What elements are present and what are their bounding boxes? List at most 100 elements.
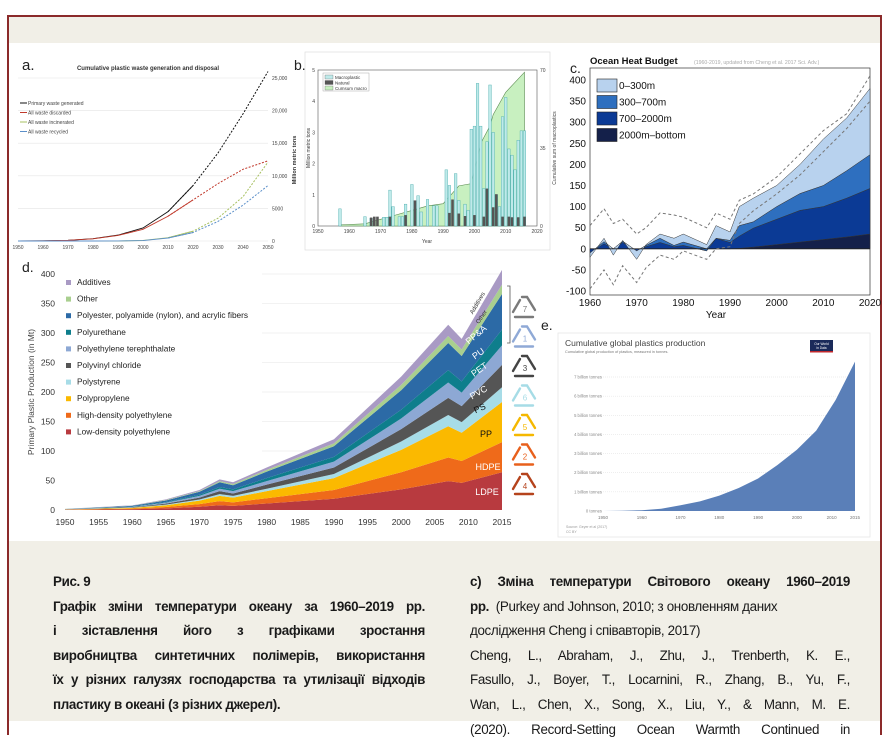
x-tick-label: 1990 [438,229,449,235]
owid-logo [810,340,833,352]
area-additives [65,269,502,509]
x-axis-label: Year [706,310,727,321]
y-tick-label: 400 [41,269,55,279]
legend-label: High-density polyethylene [77,410,172,420]
area-pvc [65,364,502,510]
legend-label: All waste discarded [28,111,71,117]
x-tick-label: 2015 [850,515,861,520]
caption-c-title-end: рр. [470,598,490,614]
macroplastic-bar [410,184,414,227]
macroplastic-bar [435,205,439,227]
x-tick-label: 1985 [291,517,310,527]
owid-logo-text: Our World [814,342,829,346]
bracket [507,285,511,344]
x-tick-label: 2050 [262,245,273,251]
y-tick-label: -100 [566,287,586,298]
natural-bar [523,216,526,226]
natural-bar [451,199,454,226]
macroplastic-bar [444,169,448,227]
caption-line: виробництва синтетичних полімерів, викор… [53,647,425,663]
macroplastic-bar [382,217,386,227]
natural-bar [373,216,376,226]
x-tick-label: 1975 [224,517,243,527]
series-line-projection [167,185,269,239]
y-tick-label: 350 [41,299,55,309]
legend-swatch [596,95,618,109]
legend-label: Primary waste generated [28,101,84,107]
natural-bar [473,215,476,226]
recycling-code: 6 [523,394,528,403]
y-tick-label: 350 [569,97,586,108]
natural-bar [463,216,467,226]
y-tick-label: 0 tonnes [586,509,602,514]
x-tick-label: 2005 [425,517,444,527]
legend-swatch [66,346,71,352]
legend-label: Polyvinyl chloride [77,360,141,370]
x-tick-label: 1960 [344,229,355,235]
panel-b: b. 0 1 2 3 4 5 0 35 70 1950 1960 1970 1980 1990 2000 201… [294,51,558,251]
natural-bar [485,188,489,226]
legend-label: Low-density polyethylene [77,426,171,436]
x-tick-label: 1960 [579,298,602,309]
x-tick-label: 2010 [500,229,511,235]
x-tick-label: 1970 [626,298,649,309]
recycling-symbol-icon [511,295,537,319]
legend-label: Polyethylene terephthalate [77,343,176,353]
y-axis-label: Million metric tons [292,136,298,185]
legend-box [322,72,370,92]
y-tick-label: 4 billion tonnes [574,432,602,437]
recycling-code: 4 [523,482,528,491]
area-pu [65,329,502,510]
x-tick-label: 1990 [719,298,742,309]
recycling-symbol-icon [511,472,537,496]
legend-swatch [66,313,71,319]
macroplastic-bar [497,206,501,227]
y-tick-label: 50 [575,223,587,234]
reference-line: Wan, L., Chen, X., Song, X., Liu, Y., & … [470,696,850,712]
macroplastic-bar [522,130,526,227]
x-tick-label: 1950 [598,515,609,520]
y2-tick-label: 35 [540,146,546,152]
macroplastic-bar [479,125,483,227]
natural-bar [388,216,392,226]
x-tick-label: 1970 [62,245,73,251]
natural-bar [482,216,486,226]
panel-label: a. [22,57,35,74]
chart-title: Cumulative plastic waste generation and … [77,66,219,72]
y-tick-label: -50 [572,265,587,276]
x-tick-label: 2000 [469,229,480,235]
y-tick-label: 200 [41,387,55,397]
area-pp [65,402,502,510]
x-tick-label: 1995 [358,517,377,527]
caption-line: і зіставлення його з графіками зростання [53,623,425,639]
y-tick-label: 400 [569,76,586,87]
natural-bar [495,194,498,226]
recycling-code: 1 [523,335,528,344]
x-tick-label: 2020 [531,229,542,235]
x-tick-label: 1970 [190,517,209,527]
series-label: LDPE [475,487,499,497]
y-tick-label: 0 [272,239,275,245]
y-tick-label: 250 [41,358,55,368]
macroplastic-bar [391,206,395,227]
caption-c-title: c) Зміна температури Світового океану 19… [470,574,850,589]
legend-swatch [324,80,334,85]
legend-swatch [596,111,618,126]
y-tick-label: 100 [569,202,586,213]
legend-swatch [66,280,71,285]
y-tick-label: 50 [46,476,56,486]
x-tick-label: 2000 [392,517,411,527]
series-label: HDPE [475,462,500,472]
legend-swatch [596,78,618,93]
series-line-projection [167,71,269,213]
y-tick-label: 0 [580,244,586,255]
x-tick-label: 1950 [12,245,23,251]
natural-bar [404,215,407,226]
legend-label: All waste recycled [28,130,68,136]
x-tick-label: 1950 [312,229,323,235]
y-tick-label: 250 [569,139,586,150]
macroplastic-bar [469,129,473,227]
x-tick-label: 1970 [676,515,687,520]
y-tick-label: 5000 [272,206,283,212]
y-axis-label: Million metric tons [306,127,312,168]
